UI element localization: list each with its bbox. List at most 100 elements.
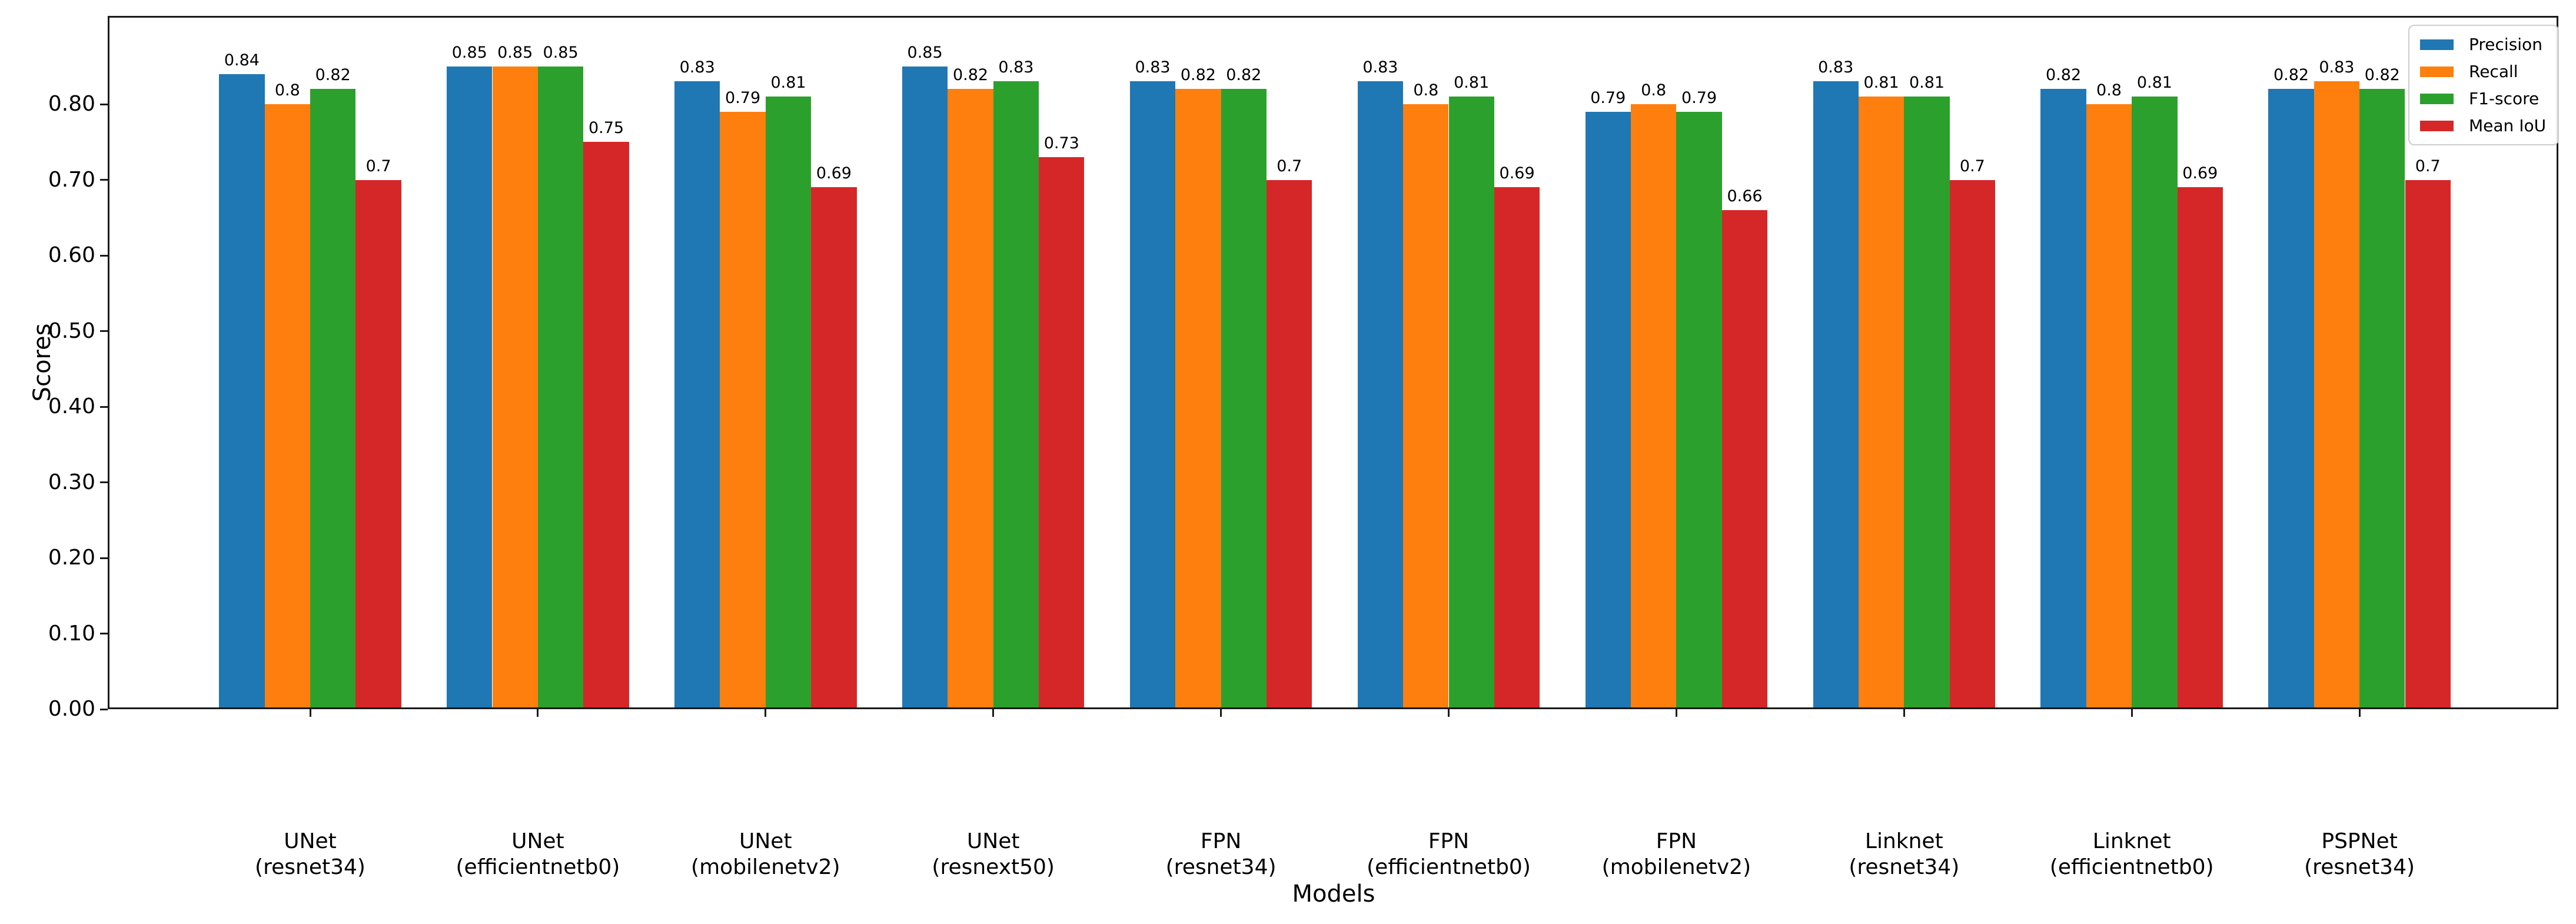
bar-value-label: 0.81 bbox=[1909, 74, 1945, 92]
x-tick-label: UNet (efficientnetb0) bbox=[456, 829, 620, 880]
bar-f1-score bbox=[537, 66, 584, 709]
x-tick-label-line: UNet bbox=[284, 829, 337, 853]
x-tick-label-line: (efficientnetb0) bbox=[1367, 855, 1531, 879]
bar-f1-score bbox=[1221, 89, 1267, 709]
bar-value-label: 0.79 bbox=[1590, 88, 1626, 107]
bar-value-label: 0.82 bbox=[2364, 66, 2400, 85]
legend-item-mean-iou: Mean IoU bbox=[2420, 116, 2546, 135]
bar-mean-iou bbox=[583, 142, 629, 709]
bar-value-label: 0.82 bbox=[2046, 66, 2082, 85]
y-axis-title: Scores bbox=[29, 323, 56, 402]
x-tick-label-line: Linknet bbox=[1864, 829, 1943, 853]
bar-recall bbox=[1858, 97, 1904, 709]
y-tick-label: 0.50 bbox=[48, 318, 95, 343]
x-tick-label: FPN (efficientnetb0) bbox=[1367, 829, 1531, 880]
legend-label: Precision bbox=[2469, 35, 2542, 54]
x-tick-label-line: (mobilenetv2) bbox=[1601, 855, 1751, 879]
x-tick-mark bbox=[765, 709, 767, 717]
bar-recall bbox=[2314, 81, 2360, 709]
bar-recall bbox=[492, 66, 538, 709]
x-tick-label: PSPNet (resnet34) bbox=[2304, 829, 2415, 880]
x-tick-label: Linknet (resnet34) bbox=[1849, 829, 1959, 880]
bar-value-label: 0.85 bbox=[497, 43, 533, 62]
bar-f1-score bbox=[2132, 97, 2178, 709]
bar-mean-iou bbox=[1267, 180, 1312, 709]
x-tick-mark bbox=[992, 709, 995, 717]
y-tick-label: 0.00 bbox=[48, 697, 95, 721]
bar-value-label: 0.69 bbox=[1499, 164, 1535, 183]
bar-f1-score bbox=[2359, 89, 2405, 709]
bar-value-label: 0.85 bbox=[543, 43, 579, 62]
x-tick-label: Linknet (efficientnetb0) bbox=[2050, 829, 2214, 880]
bar-mean-iou bbox=[1494, 187, 1540, 709]
x-tick-label-line: (resnet34) bbox=[1165, 855, 1277, 879]
x-tick-label-line: (resnet34) bbox=[255, 855, 365, 879]
x-tick-mark bbox=[2358, 709, 2361, 717]
x-tick-mark bbox=[1675, 709, 1677, 717]
x-tick-label: UNet (mobilenetv2) bbox=[691, 829, 840, 880]
x-tick-label-line: Linknet bbox=[2092, 829, 2171, 853]
bar-value-label: 0.83 bbox=[1818, 58, 1854, 77]
y-tick-mark bbox=[100, 633, 108, 634]
bar-value-label: 0.81 bbox=[1454, 74, 1490, 92]
bar-value-label: 0.85 bbox=[907, 43, 943, 62]
y-tick-mark bbox=[100, 179, 108, 181]
bar-f1-score bbox=[1448, 97, 1494, 709]
x-tick-mark bbox=[2130, 709, 2133, 717]
bar-precision bbox=[902, 66, 948, 709]
bar-precision bbox=[2040, 89, 2086, 709]
bar-precision bbox=[1585, 111, 1631, 709]
bar-recall bbox=[720, 111, 766, 709]
x-tick-label-line: FPN bbox=[1428, 829, 1470, 853]
legend-item-recall: Recall bbox=[2420, 62, 2546, 81]
bar-value-label: 0.7 bbox=[2415, 157, 2441, 175]
bar-mean-iou bbox=[2405, 180, 2451, 709]
y-tick-mark bbox=[100, 406, 108, 408]
bar-recall bbox=[1175, 89, 1221, 709]
x-tick-label-line: (efficientnetb0) bbox=[456, 855, 620, 879]
x-tick-label-line: FPN bbox=[1656, 829, 1697, 853]
x-tick-label-line: (resnext50) bbox=[932, 855, 1055, 879]
x-tick-mark bbox=[309, 709, 311, 717]
bar-value-label: 0.83 bbox=[679, 58, 715, 77]
bar-f1-score bbox=[1904, 97, 1950, 709]
bar-recall bbox=[948, 89, 993, 709]
bar-precision bbox=[219, 74, 265, 709]
bar-value-label: 0.83 bbox=[1362, 58, 1398, 77]
bar-value-label: 0.82 bbox=[1180, 66, 1216, 85]
bar-value-label: 0.69 bbox=[2182, 164, 2218, 183]
y-tick-mark bbox=[100, 254, 108, 257]
bar-value-label: 0.81 bbox=[1863, 74, 1899, 92]
x-tick-label-line: (resnet34) bbox=[1849, 855, 1960, 879]
bar-recall bbox=[2086, 104, 2132, 709]
bar-mean-iou bbox=[2177, 187, 2223, 709]
x-tick-label-line: UNet bbox=[511, 829, 564, 853]
bar-value-label: 0.82 bbox=[1226, 66, 1262, 85]
bar-precision bbox=[1129, 81, 1176, 709]
bar-mean-iou bbox=[811, 187, 857, 709]
bar-value-label: 0.7 bbox=[1959, 157, 1985, 175]
y-tick-label: 0.70 bbox=[48, 167, 95, 192]
y-tick-mark bbox=[100, 708, 108, 710]
bar-value-label: 0.79 bbox=[725, 88, 761, 107]
bar-value-label: 0.8 bbox=[274, 81, 300, 99]
bar-value-label: 0.82 bbox=[2273, 66, 2309, 85]
bar-value-label: 0.7 bbox=[365, 157, 391, 175]
y-tick-label: 0.30 bbox=[48, 470, 95, 494]
bar-value-label: 0.83 bbox=[998, 58, 1034, 77]
x-tick-label: FPN (resnet34) bbox=[1166, 829, 1277, 880]
x-tick-label-line: UNet bbox=[739, 829, 792, 853]
bar-value-label: 0.69 bbox=[816, 164, 852, 183]
y-tick-label: 0.80 bbox=[48, 92, 95, 116]
bar-f1-score bbox=[310, 89, 356, 709]
bar-recall bbox=[1631, 104, 1677, 709]
bar-f1-score bbox=[1676, 111, 1722, 709]
y-tick-mark bbox=[100, 330, 108, 332]
y-tick-mark bbox=[100, 103, 108, 105]
bar-f1-score bbox=[765, 97, 812, 709]
bar-value-label: 0.82 bbox=[315, 66, 351, 85]
bar-value-label: 0.81 bbox=[2136, 74, 2172, 92]
bar-value-label: 0.84 bbox=[224, 51, 260, 69]
legend: Precision Recall F1-score Mean IoU bbox=[2408, 25, 2560, 145]
